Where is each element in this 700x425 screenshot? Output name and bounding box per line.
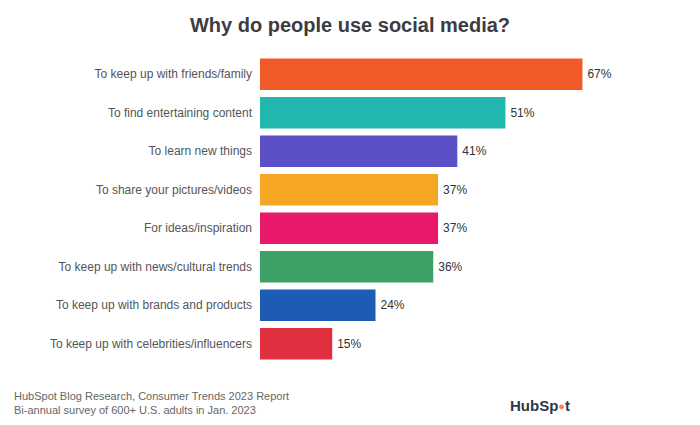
svg-text:To keep up with news/cultural: To keep up with news/cultural trends	[59, 260, 252, 274]
svg-text:41%: 41%	[462, 144, 486, 158]
svg-text:To keep up with brands and pro: To keep up with brands and products	[56, 298, 252, 312]
svg-text:HubSpot Blog Research, Consume: HubSpot Blog Research, Consumer Trends 2…	[14, 390, 289, 402]
svg-text:51%: 51%	[510, 106, 534, 120]
svg-text:●: ●	[558, 400, 565, 412]
svg-text:36%: 36%	[438, 260, 462, 274]
svg-text:To find entertaining content: To find entertaining content	[108, 106, 253, 120]
svg-text:37%: 37%	[443, 221, 467, 235]
svg-text:HubSp: HubSp	[510, 397, 558, 414]
svg-text:t: t	[565, 397, 570, 414]
svg-text:67%: 67%	[587, 67, 611, 81]
svg-text:Why do people use social media: Why do people use social media?	[190, 14, 510, 36]
svg-text:To share your pictures/videos: To share your pictures/videos	[96, 183, 252, 197]
svg-text:15%: 15%	[337, 337, 361, 351]
svg-text:To keep up with friends/family: To keep up with friends/family	[95, 67, 252, 81]
svg-text:To keep up with celebrities/in: To keep up with celebrities/influencers	[50, 337, 252, 351]
svg-text:24%: 24%	[381, 298, 405, 312]
svg-text:To learn new things: To learn new things	[149, 144, 252, 158]
svg-text:Bi-annual survey of 600+ U.S.: Bi-annual survey of 600+ U.S. adults in …	[14, 404, 256, 416]
svg-text:37%: 37%	[443, 183, 467, 197]
svg-text:For ideas/inspiration: For ideas/inspiration	[144, 221, 252, 235]
